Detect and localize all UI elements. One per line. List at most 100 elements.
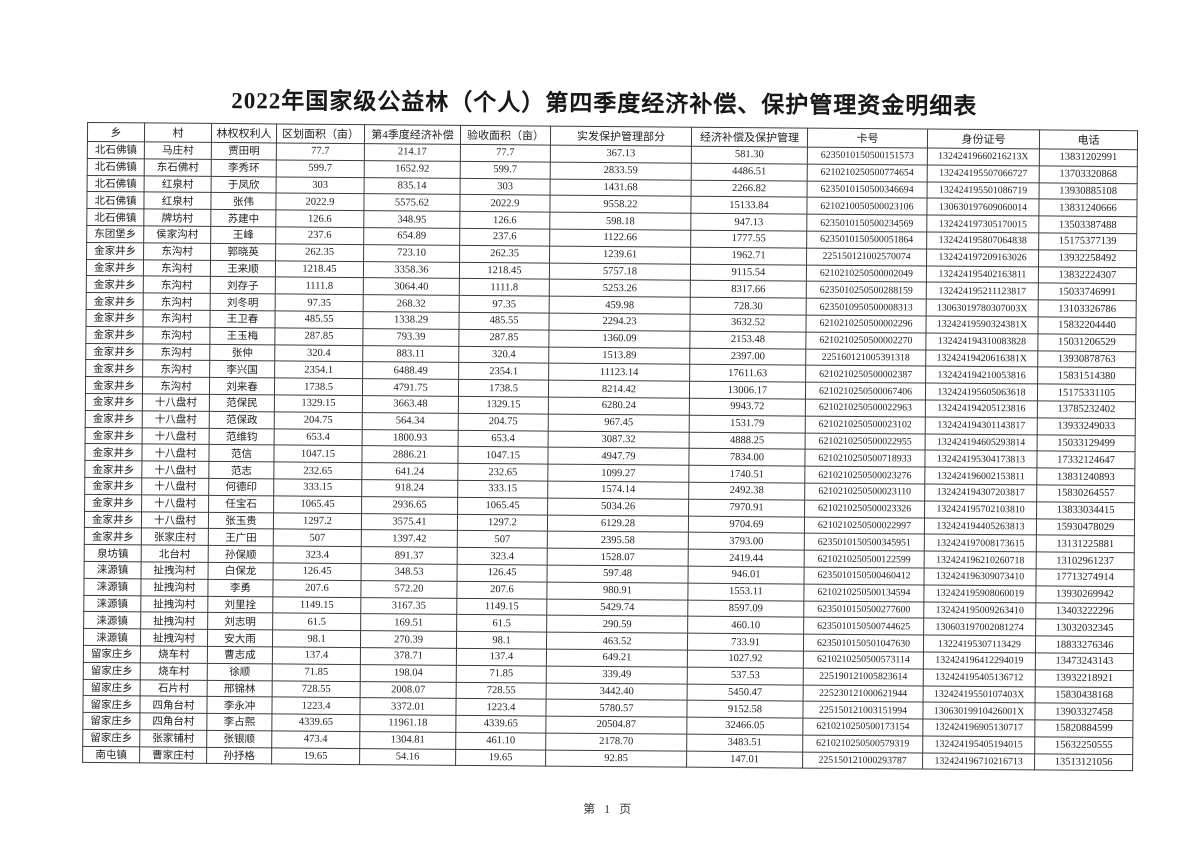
cell-id-number: 132424196210260718 — [924, 551, 1037, 569]
cell-id-number: 132424197008173615 — [924, 534, 1037, 553]
cell-total-payment: 9943.72 — [689, 398, 806, 416]
cell-village: 十八盘村 — [141, 511, 209, 529]
cell-village: 东沟村 — [143, 259, 211, 277]
cell-total-payment: 3632.52 — [689, 314, 807, 332]
cell-accepted-area: 333.15 — [457, 480, 548, 498]
cell-id-number: 13242419420616381X — [925, 349, 1038, 368]
cell-rights-holder: 白保龙 — [208, 562, 274, 580]
cell-protection-payment: 92.85 — [545, 749, 687, 768]
cell-village: 张家铺村 — [139, 729, 207, 748]
cell-township: 涞源镇 — [83, 628, 141, 646]
cell-phone: 15832204440 — [1037, 316, 1137, 335]
cell-total-payment: 147.01 — [686, 750, 803, 769]
cell-phone: 15033129499 — [1037, 434, 1136, 453]
cell-card-number: 6210210250500173154 — [802, 718, 923, 736]
cell-total-payment: 32466.05 — [686, 717, 803, 735]
cell-protection-payment: 6129.28 — [547, 514, 689, 533]
cell-accepted-area: 303 — [460, 177, 551, 196]
cell-protection-payment: 5253.26 — [549, 279, 691, 298]
cell-rights-holder: 孙保顺 — [208, 545, 274, 563]
cell-card-number: 6235010250500288159 — [806, 281, 927, 300]
cell-planned-area: 320.4 — [274, 344, 363, 362]
cell-id-number: 132424195908060019 — [923, 584, 1036, 603]
cell-planned-area: 97.35 — [275, 294, 364, 312]
cell-village: 四角台村 — [139, 712, 207, 731]
cell-township: 留家庄乡 — [82, 712, 140, 730]
cell-village: 东沟村 — [143, 276, 211, 294]
cell-phone: 13103326786 — [1038, 300, 1137, 318]
cell-planned-area: 1111.8 — [275, 277, 364, 295]
cell-township: 泉坊镇 — [84, 544, 142, 562]
cell-phone: 13930269942 — [1035, 585, 1134, 604]
cell-rights-holder: 孙抒格 — [206, 747, 272, 765]
cell-total-payment: 1027.92 — [687, 650, 804, 668]
cell-phone: 15830264557 — [1036, 484, 1135, 503]
cell-protection-payment: 463.52 — [546, 632, 688, 651]
cell-planned-area: 126.45 — [273, 562, 362, 581]
cell-village: 四角台村 — [139, 696, 208, 714]
cell-id-number: 132424196309073410 — [923, 567, 1037, 586]
cell-accepted-area: 485.55 — [458, 312, 550, 330]
cell-rights-holder: 王峰 — [210, 226, 276, 244]
cell-q4-compensation: 654.89 — [363, 227, 460, 246]
cell-card-number: 6235010150500051864 — [806, 231, 927, 249]
cell-id-number: 130603197002081274 — [923, 618, 1036, 637]
cell-planned-area: 232.65 — [273, 462, 362, 480]
cell-planned-area: 137.4 — [272, 646, 361, 665]
cell-township: 留家庄乡 — [82, 695, 141, 713]
cell-accepted-area: 207.6 — [456, 581, 548, 599]
cell-q4-compensation: 348.53 — [361, 563, 458, 582]
cell-card-number: 6210210250500573114 — [803, 650, 924, 669]
cell-total-payment: 8597.09 — [687, 599, 804, 618]
cell-accepted-area: 1149.15 — [456, 597, 547, 616]
cell-protection-payment: 1122.66 — [549, 229, 691, 247]
cell-rights-holder: 李永冲 — [206, 696, 273, 715]
cell-total-payment: 7970.91 — [688, 498, 805, 517]
cell-village: 扯拽沟村 — [140, 628, 208, 647]
cell-card-number: 6210210250500023326 — [804, 499, 925, 518]
cell-q4-compensation: 883.11 — [362, 345, 459, 363]
cell-planned-area: 77.7 — [276, 142, 365, 161]
cell-card-number: 6235010150500345951 — [804, 533, 925, 552]
cell-rights-holder: 刘里拴 — [207, 595, 273, 614]
cell-planned-area: 2354.1 — [274, 361, 363, 379]
cell-phone: 13473243143 — [1035, 652, 1134, 671]
cell-id-number: 13063019780307003X — [926, 299, 1039, 317]
cell-q4-compensation: 3358.36 — [363, 261, 460, 279]
cell-accepted-area: 2354.1 — [458, 362, 549, 381]
cell-village: 东沟村 — [143, 242, 211, 260]
cell-township: 金家井乡 — [85, 343, 143, 361]
cell-township: 金家井乡 — [85, 359, 143, 378]
cell-planned-area: 1218.45 — [275, 260, 364, 278]
cell-phone: 13903327458 — [1034, 703, 1134, 721]
cell-total-payment: 946.01 — [688, 566, 805, 584]
cell-accepted-area: 287.85 — [458, 329, 549, 347]
cell-phone: 13131225881 — [1036, 535, 1135, 553]
cell-protection-payment: 5034.26 — [547, 497, 689, 516]
cell-total-payment: 1962.71 — [690, 246, 807, 265]
cell-card-number: 6235010150501047630 — [803, 634, 924, 652]
cell-card-number: 6210210250500023276 — [804, 466, 925, 484]
cell-id-number: 132424196905130717 — [922, 719, 1035, 737]
cell-card-number: 6210210250500023110 — [804, 483, 925, 501]
cell-village: 牌坊村 — [143, 209, 211, 227]
cell-township: 北石佛镇 — [87, 141, 145, 159]
cell-rights-holder: 王来顺 — [210, 259, 276, 278]
cell-village: 扯拽沟村 — [140, 578, 209, 596]
cell-rights-holder: 刘志明 — [207, 612, 273, 631]
cell-card-number: 6210210250500579319 — [802, 734, 923, 753]
cell-protection-payment: 20504.87 — [545, 716, 687, 735]
cell-rights-holder: 曹志成 — [207, 646, 273, 664]
cell-village: 十八盘村 — [142, 393, 210, 412]
cell-total-payment: 4888.25 — [689, 431, 806, 450]
cell-card-number: 6210210250500774654 — [807, 163, 928, 182]
cell-q4-compensation: 1652.92 — [364, 160, 461, 178]
col-header-id-number: 身份证号 — [927, 129, 1040, 149]
cell-total-payment: 5450.47 — [687, 683, 804, 702]
cell-card-number: 6210210250500134594 — [803, 583, 924, 602]
cell-card-number: 6235010150500460412 — [803, 567, 925, 585]
cell-q4-compensation: 169.51 — [360, 613, 457, 632]
cell-id-number: 132424195211123817 — [926, 282, 1039, 301]
cell-township: 涞源镇 — [84, 561, 142, 579]
